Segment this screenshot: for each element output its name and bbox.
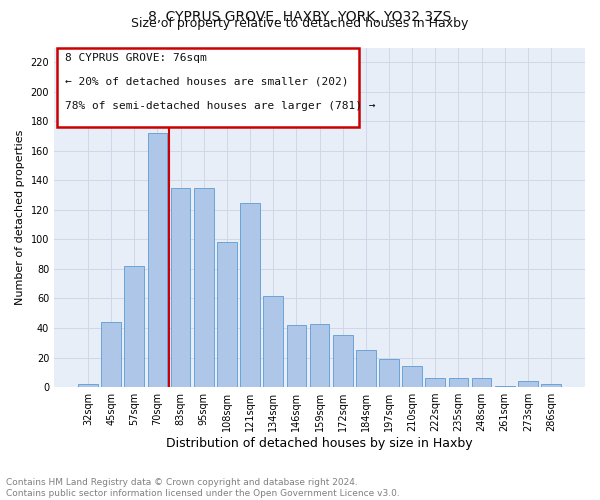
Bar <box>310 324 329 387</box>
Text: 8, CYPRUS GROVE, HAXBY, YORK, YO32 3ZS: 8, CYPRUS GROVE, HAXBY, YORK, YO32 3ZS <box>148 10 452 24</box>
Bar <box>356 350 376 387</box>
FancyBboxPatch shape <box>56 48 359 128</box>
Bar <box>217 242 237 387</box>
X-axis label: Distribution of detached houses by size in Haxby: Distribution of detached houses by size … <box>166 437 473 450</box>
Bar <box>78 384 98 387</box>
Bar <box>287 325 306 387</box>
Bar <box>541 384 561 387</box>
Bar <box>425 378 445 387</box>
Bar <box>148 133 167 387</box>
Bar <box>194 188 214 387</box>
Bar <box>171 188 190 387</box>
Bar <box>402 366 422 387</box>
Bar <box>263 296 283 387</box>
Text: 8 CYPRUS GROVE: 76sqm: 8 CYPRUS GROVE: 76sqm <box>65 52 206 62</box>
Bar <box>101 322 121 387</box>
Text: 78% of semi-detached houses are larger (781) →: 78% of semi-detached houses are larger (… <box>65 101 375 111</box>
Bar <box>124 266 144 387</box>
Bar <box>472 378 491 387</box>
Text: Contains HM Land Registry data © Crown copyright and database right 2024.
Contai: Contains HM Land Registry data © Crown c… <box>6 478 400 498</box>
Text: ← 20% of detached houses are smaller (202): ← 20% of detached houses are smaller (20… <box>65 77 348 87</box>
Y-axis label: Number of detached properties: Number of detached properties <box>15 130 25 305</box>
Text: Size of property relative to detached houses in Haxby: Size of property relative to detached ho… <box>131 18 469 30</box>
Bar <box>518 381 538 387</box>
Bar <box>379 359 399 387</box>
Bar <box>333 336 353 387</box>
Bar <box>449 378 468 387</box>
Bar <box>240 202 260 387</box>
Bar <box>495 386 515 387</box>
